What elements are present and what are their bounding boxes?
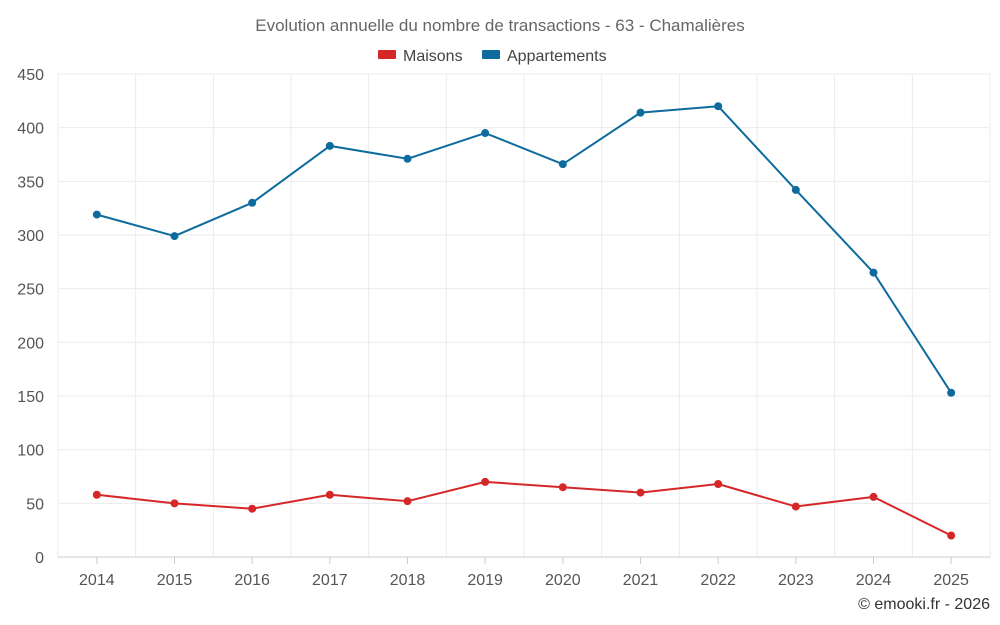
- legend-item-maisons[interactable]: Maisons: [378, 48, 463, 65]
- data-point-appartements[interactable]: [92, 210, 101, 219]
- y-tick-label: 450: [17, 67, 44, 84]
- chart-title: Evolution annuelle du nombre de transact…: [255, 16, 745, 35]
- data-point-appartements[interactable]: [325, 141, 334, 150]
- data-point-appartements[interactable]: [947, 388, 956, 397]
- data-point-appartements[interactable]: [481, 129, 490, 138]
- legend-swatch-maisons: [378, 50, 396, 59]
- legend-label-maisons: Maisons: [403, 48, 463, 65]
- data-point-maisons[interactable]: [558, 483, 567, 492]
- x-tick-label: 2021: [623, 572, 659, 589]
- x-tick-label: 2024: [856, 572, 892, 589]
- x-tick-label: 2014: [79, 572, 115, 589]
- x-tick-label: 2015: [157, 572, 193, 589]
- data-point-maisons[interactable]: [481, 477, 490, 486]
- legend-swatch-appartements: [482, 50, 500, 59]
- y-tick-label: 350: [17, 174, 44, 191]
- credit-text: © emooki.fr - 2026: [858, 596, 990, 613]
- y-tick-label: 50: [26, 496, 44, 513]
- series: [92, 102, 956, 540]
- data-point-appartements[interactable]: [170, 232, 179, 241]
- series-line-appartements: [96, 105, 953, 394]
- data-point-appartements[interactable]: [558, 160, 567, 169]
- data-point-maisons[interactable]: [791, 502, 800, 511]
- data-point-appartements[interactable]: [248, 198, 257, 207]
- data-point-appartements[interactable]: [869, 268, 878, 277]
- x-tick-label: 2019: [467, 572, 503, 589]
- x-tick-label: 2020: [545, 572, 581, 589]
- y-tick-label: 0: [35, 550, 44, 567]
- series-line-maisons: [96, 480, 952, 537]
- data-point-maisons[interactable]: [403, 497, 412, 506]
- legend-label-appartements: Appartements: [507, 48, 607, 65]
- data-point-appartements[interactable]: [403, 154, 412, 163]
- x-tick-label: 2017: [312, 572, 348, 589]
- data-point-maisons[interactable]: [636, 488, 645, 497]
- x-tick-label: 2018: [390, 572, 426, 589]
- x-tick-label: 2022: [700, 572, 736, 589]
- data-point-appartements[interactable]: [714, 102, 723, 111]
- data-point-maisons[interactable]: [170, 499, 179, 508]
- legend-item-appartements[interactable]: Appartements: [482, 48, 607, 65]
- y-tick-label: 300: [17, 228, 44, 245]
- y-tick-label: 200: [17, 335, 44, 352]
- y-tick-label: 250: [17, 282, 44, 299]
- legend: Maisons Appartements: [378, 48, 607, 65]
- y-tick-label: 150: [17, 389, 44, 406]
- data-point-maisons[interactable]: [325, 490, 334, 499]
- data-point-appartements[interactable]: [791, 185, 800, 194]
- grid: [57, 73, 991, 557]
- data-point-maisons[interactable]: [92, 490, 101, 499]
- data-point-maisons[interactable]: [248, 504, 257, 513]
- x-tick-label: 2023: [778, 572, 814, 589]
- data-point-appartements[interactable]: [636, 108, 645, 117]
- y-tick-label: 400: [17, 121, 44, 138]
- x-tick-label: 2016: [234, 572, 270, 589]
- axes: 0 50 100 150 200 250 300 350 400 450 2014 2015 2016 2…: [17, 67, 990, 589]
- y-tick-label: 100: [17, 443, 44, 460]
- x-tick-label: 2025: [933, 572, 969, 589]
- data-point-maisons[interactable]: [947, 531, 956, 540]
- data-point-maisons[interactable]: [869, 492, 878, 501]
- data-point-maisons[interactable]: [714, 480, 723, 489]
